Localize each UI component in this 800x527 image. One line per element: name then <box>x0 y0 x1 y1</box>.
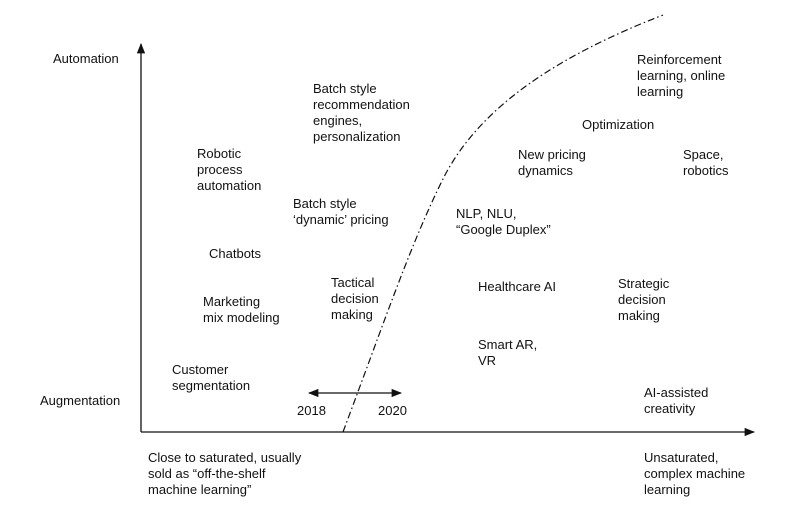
item-tactical-decision-making: Tactical decision making <box>331 275 379 322</box>
item-optimization: Optimization <box>582 117 655 132</box>
item-ai-assisted-creativity: AI-assisted creativity <box>644 385 709 416</box>
y-axis-top-label: Automation <box>53 51 119 66</box>
item-batch-dynamic-pricing: Batch style ‘dynamic’ pricing <box>293 196 389 227</box>
timeline-end-year: 2020 <box>378 403 407 418</box>
item-batch-recommendation: Batch style recommendation engines, pers… <box>313 81 410 144</box>
item-new-pricing-dynamics: New pricing dynamics <box>518 147 586 178</box>
item-reinforcement-learning: Reinforcement learning, online learning <box>637 52 726 99</box>
item-smart-ar-vr: Smart AR, VR <box>478 337 538 368</box>
item-space-robotics: Space, robotics <box>683 147 729 178</box>
item-chatbots: Chatbots <box>209 246 262 261</box>
item-robotic-process-automation: Robotic process automation <box>197 146 262 193</box>
saturation-frontier-curve <box>342 14 664 433</box>
item-customer-segmentation: Customer segmentation <box>172 362 251 393</box>
x-axis-right-label: Unsaturated, complex machine learning <box>644 450 746 497</box>
item-healthcare-ai: Healthcare AI <box>478 279 557 294</box>
timeline-start-year: 2018 <box>297 403 326 418</box>
y-axis-bottom-label: Augmentation <box>40 393 121 408</box>
item-strategic-decision-making: Strategic decision making <box>618 276 670 323</box>
item-marketing-mix-modeling: Marketing mix modeling <box>203 294 280 325</box>
item-nlp-nlu: NLP, NLU, “Google Duplex” <box>456 206 551 237</box>
x-axis-left-label: Close to saturated, usually sold as “off… <box>148 450 302 497</box>
